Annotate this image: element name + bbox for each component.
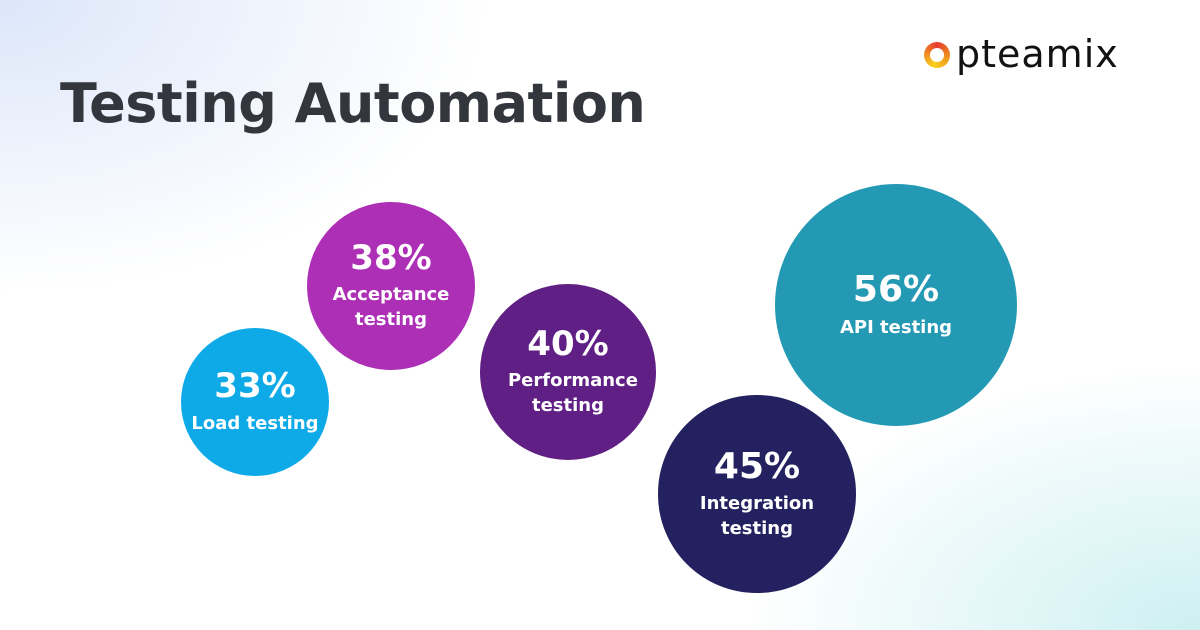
bubble-value: 45% xyxy=(713,445,801,487)
bubble-value: 33% xyxy=(214,366,296,407)
bubble-value: 56% xyxy=(852,269,940,311)
bubble-value: 38% xyxy=(350,238,432,278)
bubble-label: Load testing xyxy=(191,412,319,434)
bubble-integration-testing: 45% Integration testing xyxy=(658,395,856,593)
bubble-label: API testing xyxy=(839,316,953,338)
bubble-performance-testing: 40% Performance testing xyxy=(479,283,657,461)
bubble-label: Acceptance testing xyxy=(332,284,450,330)
bubble-value: 40% xyxy=(527,323,609,364)
bubble-label: Performance testing xyxy=(507,370,638,416)
logo-wordmark: pteamix xyxy=(956,32,1119,76)
bubble-acceptance-testing: 38% Acceptance testing xyxy=(306,201,476,371)
chart-title: Testing Automation xyxy=(60,72,646,135)
opteamix-logo: pteamix xyxy=(924,30,1168,84)
bubble-label: Integration testing xyxy=(699,493,815,539)
bubble-api-testing: 56% API testing xyxy=(775,184,1017,426)
bubble-load-testing: 33% Load testing xyxy=(181,328,329,476)
logo-mark-icon xyxy=(924,42,950,68)
